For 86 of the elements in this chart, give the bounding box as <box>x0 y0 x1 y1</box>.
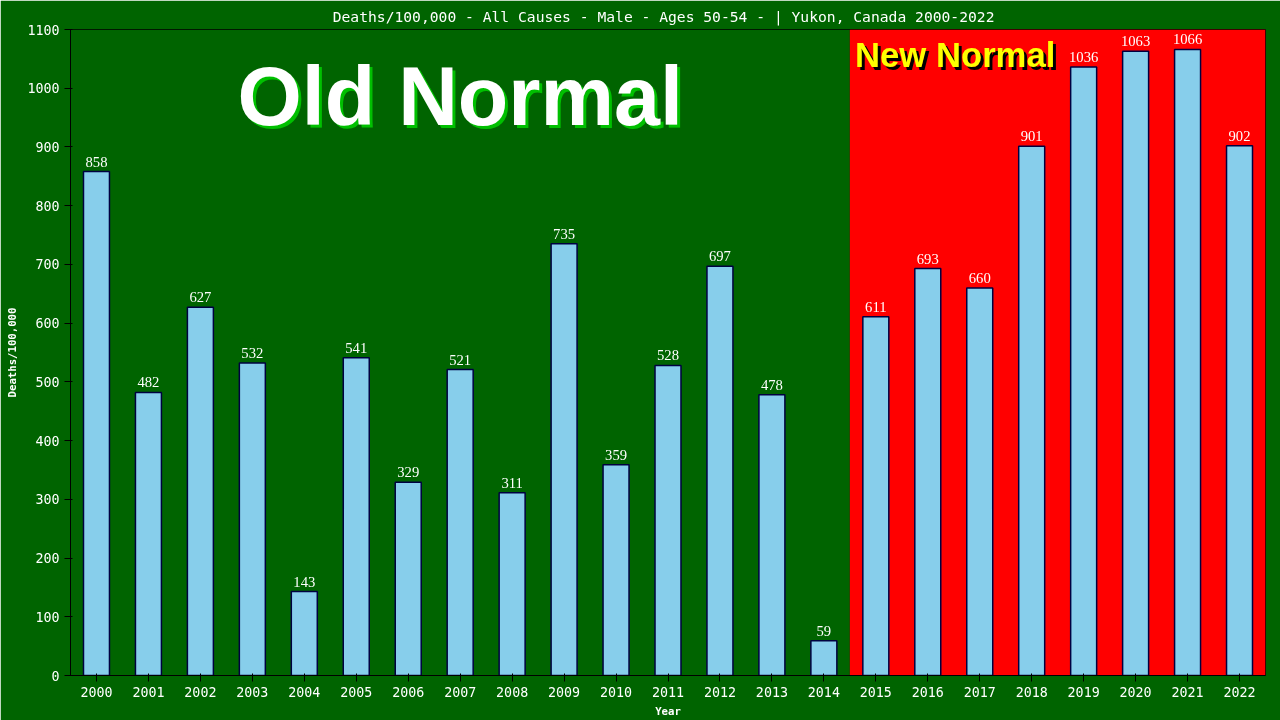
data-label: 902 <box>1228 127 1251 144</box>
data-label: 611 <box>865 298 887 315</box>
data-label: 693 <box>916 250 939 267</box>
data-label: 521 <box>449 351 472 368</box>
bar <box>602 463 630 676</box>
data-label: 311 <box>501 474 523 491</box>
x-tick-label: 2004 <box>288 684 321 700</box>
y-tick-label: 900 <box>35 139 60 155</box>
x-tick-label: 2020 <box>1119 684 1152 700</box>
x-tick-label: 2017 <box>963 684 996 700</box>
data-label: 329 <box>397 464 420 481</box>
x-tick-label: 2015 <box>859 684 892 700</box>
x-tick-label: 2022 <box>1223 684 1256 700</box>
data-label: 528 <box>657 347 679 364</box>
bar <box>238 362 267 676</box>
bar <box>810 640 838 676</box>
bar <box>394 481 422 676</box>
data-label: 858 <box>85 153 108 170</box>
bar <box>446 368 474 676</box>
data-label: 1036 <box>1069 49 1099 66</box>
x-tick-label: 2012 <box>703 684 737 700</box>
x-tick-label: 2008 <box>496 684 529 700</box>
bar <box>914 267 942 676</box>
y-tick-label: 500 <box>35 374 60 390</box>
bar <box>134 391 163 676</box>
bar <box>1017 145 1046 676</box>
x-tick-label: 2010 <box>599 684 633 700</box>
y-tick-label: 300 <box>35 492 60 508</box>
data-label: 627 <box>189 289 212 306</box>
data-label: 1063 <box>1120 33 1151 50</box>
y-tick-label: 600 <box>35 316 60 332</box>
data-label: 697 <box>708 248 731 265</box>
bar <box>654 364 682 676</box>
y-tick-label: 100 <box>35 609 60 625</box>
x-tick-label: 2001 <box>132 684 165 700</box>
data-label: 359 <box>605 446 628 463</box>
bar <box>550 243 578 676</box>
data-label: 482 <box>137 374 160 391</box>
bar <box>1225 145 1254 676</box>
x-tick-label: 2011 <box>651 684 685 700</box>
band-label: Old Normal <box>237 49 683 143</box>
bar <box>82 170 111 676</box>
bar <box>1173 48 1202 676</box>
x-tick-label: 2005 <box>340 684 373 700</box>
x-tick-label: 2006 <box>392 684 425 700</box>
x-tick-label: 2009 <box>548 684 581 700</box>
data-label: 143 <box>293 573 316 590</box>
band-label: New Normal <box>855 35 1056 74</box>
bar <box>966 287 994 676</box>
data-label: 901 <box>1020 128 1043 145</box>
y-tick-label: 1000 <box>27 81 60 97</box>
x-tick-label: 2013 <box>755 684 788 700</box>
bar <box>1121 50 1150 676</box>
bar <box>758 394 786 676</box>
x-tick-label: 2021 <box>1171 684 1204 700</box>
y-axis-title: Deaths/100,000 <box>6 307 20 398</box>
bar <box>186 306 215 676</box>
y-tick-label: 800 <box>35 198 60 214</box>
x-tick-label: 2018 <box>1015 684 1048 700</box>
data-label: 59 <box>816 622 832 639</box>
y-tick-label: 1100 <box>27 22 60 38</box>
x-tick-label: 2019 <box>1067 684 1100 700</box>
x-tick-label: 2003 <box>236 684 269 700</box>
bar <box>342 357 370 676</box>
bar <box>1069 66 1098 676</box>
data-label: 660 <box>968 269 991 286</box>
data-label: 735 <box>553 225 576 242</box>
bar <box>498 492 526 676</box>
y-tick-label: 700 <box>35 257 60 273</box>
x-tick-label: 2002 <box>184 684 217 700</box>
y-tick-label: 400 <box>35 433 60 449</box>
bar <box>290 590 319 676</box>
y-tick-label: 200 <box>35 551 60 567</box>
data-label: 1066 <box>1172 31 1203 48</box>
y-tick-label: 0 <box>51 668 60 684</box>
x-tick-label: 2000 <box>80 684 113 700</box>
data-label: 478 <box>760 376 783 393</box>
x-axis-title: Year <box>655 704 681 718</box>
chart-title: Deaths/100,000 - All Causes - Male - Ages 50-54 - | Yukon, Canada 2000-2022 <box>332 7 995 26</box>
bar <box>706 265 734 676</box>
bar <box>862 315 890 676</box>
x-tick-label: 2014 <box>807 684 840 700</box>
x-tick-label: 2007 <box>444 684 477 700</box>
x-tick-label: 2016 <box>911 684 944 700</box>
data-label: 532 <box>241 345 264 362</box>
data-label: 541 <box>345 339 368 356</box>
